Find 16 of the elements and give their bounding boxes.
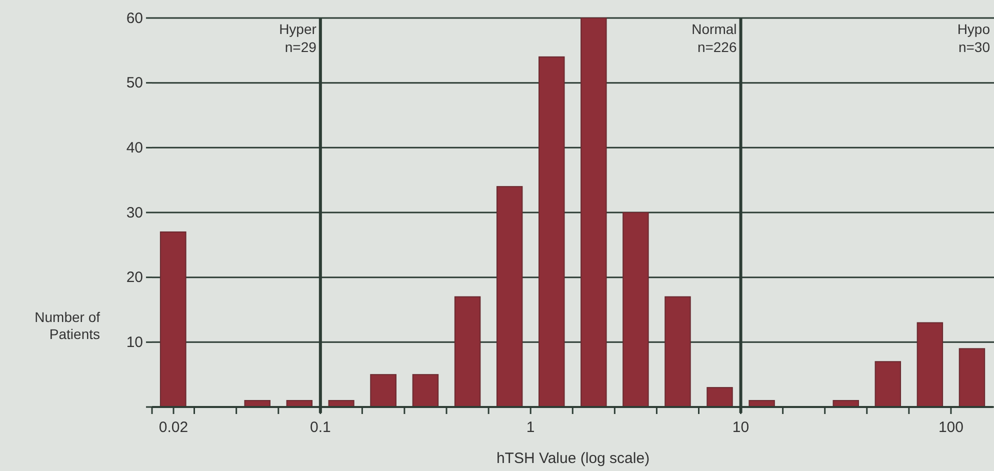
x-tick-label: 10	[732, 419, 750, 436]
y-tick-label: 30	[126, 204, 143, 222]
y-axis-title: Number of Patients	[34, 309, 100, 342]
x-axis-title: hTSH Value (log scale)	[496, 450, 650, 467]
y-tick-label: 20	[126, 269, 143, 286]
x-tick-label: 1	[526, 419, 535, 436]
annotation: Hyper n=29	[279, 21, 317, 55]
annotation: Hypo n=30	[957, 21, 990, 55]
annotation: Normal n=226	[692, 21, 737, 55]
y-tick-label: 40	[126, 139, 143, 156]
x-tick-label: 0.1	[310, 419, 331, 436]
x-tick-label: 100	[938, 419, 964, 436]
x-tick-label: 0.02	[158, 419, 188, 436]
y-tick-label: 60	[126, 10, 143, 27]
y-tick-label: 10	[126, 334, 143, 351]
y-tick-label: 50	[126, 74, 143, 92]
